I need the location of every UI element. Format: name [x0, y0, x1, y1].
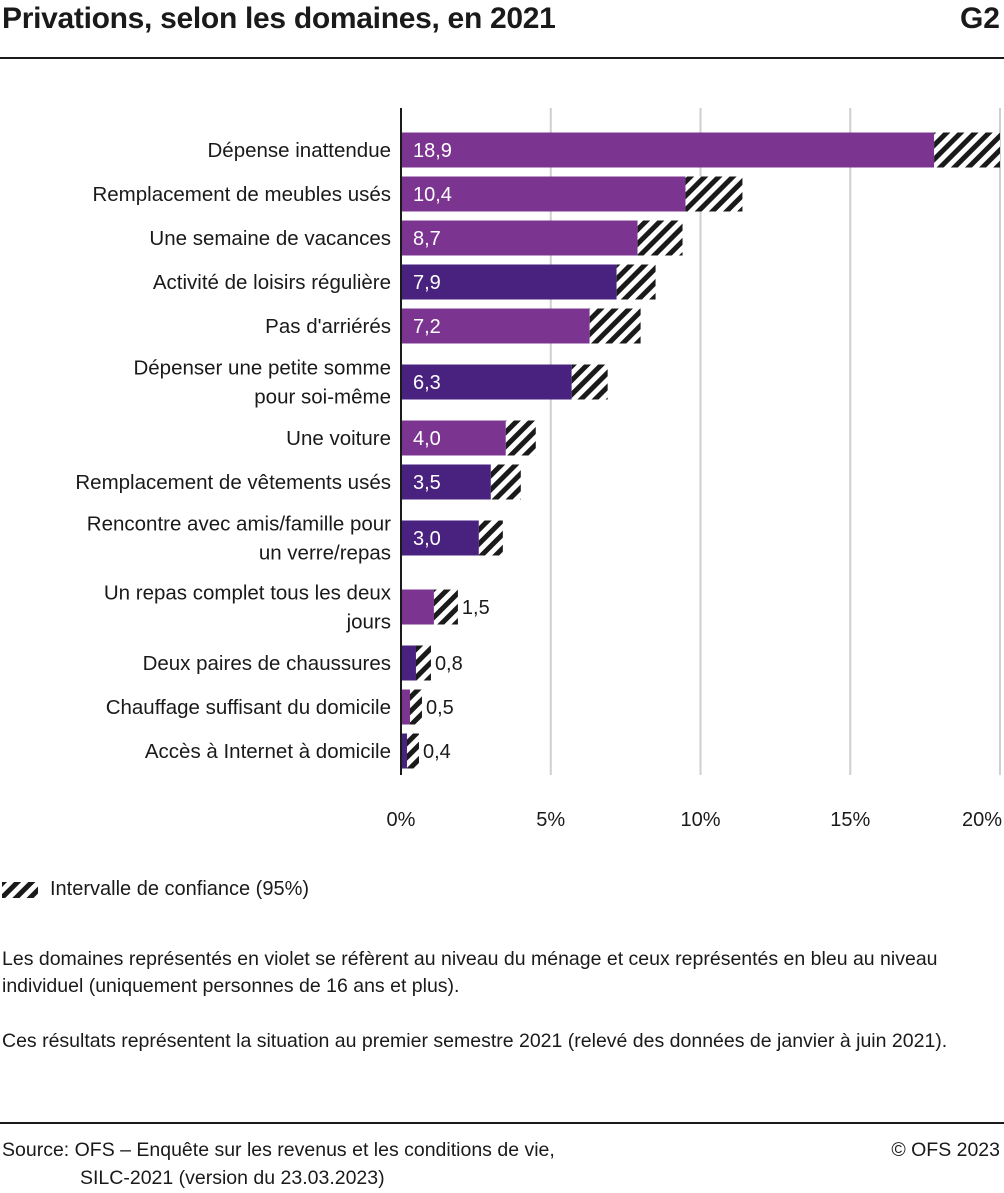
category-label: Chauffage suffisant du domicile [106, 696, 391, 719]
category-label: Remplacement de vêtements usés [75, 471, 391, 494]
category-label: Une semaine de vacances [149, 227, 391, 250]
category-label: Accès à Internet à domicile [145, 740, 391, 763]
value-label: 4,0 [413, 428, 441, 450]
chart-code: G2 [959, 2, 1000, 35]
bar-chart: 18,9 10,4 8,7 7,9 7,2 6,3 4,0 3,5 3,0 1,5 0,8 0,5 0,… [75, 108, 1002, 831]
bar [402, 589, 434, 625]
x-tick-label: 20% [962, 809, 1002, 831]
category-label: jours [346, 611, 391, 634]
bar [402, 132, 935, 168]
category-label: Remplacement de meubles usés [92, 183, 391, 206]
note-colors: Les domaines représentés en violet se ré… [2, 948, 938, 997]
ci-hatch [637, 220, 683, 256]
category-label: Dépense inattendue [207, 139, 391, 162]
bar [402, 689, 410, 725]
value-label: 0,5 [426, 697, 454, 719]
ci-hatch [406, 733, 419, 769]
bar [402, 264, 617, 300]
ci-hatch [571, 364, 608, 400]
chart-title: Privations, selon les domaines, en 2021 [2, 2, 556, 35]
x-tick-label: 0% [387, 809, 416, 831]
value-label: 10,4 [413, 184, 452, 206]
bar [402, 645, 416, 681]
value-label: 0,8 [435, 653, 463, 675]
bar [402, 420, 506, 456]
category-labels: Dépense inattendue Remplacement de meuble… [75, 139, 391, 763]
value-label: 6,3 [413, 372, 441, 394]
legend-ci-label: Intervalle de confiance (95%) [50, 878, 310, 900]
value-label: 0,4 [423, 741, 451, 763]
ci-hatch [934, 132, 1000, 168]
x-tick-label: 10% [680, 809, 720, 831]
legend-hatch-swatch [2, 881, 38, 898]
ci-hatch [505, 420, 536, 456]
grid-lines [549, 108, 1001, 775]
value-label: 8,7 [413, 228, 441, 250]
category-label: Pas d'arriérés [265, 315, 391, 338]
bars: 18,9 10,4 8,7 7,9 7,2 6,3 4,0 3,5 3,0 1,5 0,8 0,5 0,… [402, 132, 1000, 769]
bar [402, 520, 479, 556]
category-label: Une voiture [286, 427, 391, 450]
bar [402, 176, 686, 212]
value-label: 18,9 [413, 140, 452, 162]
value-label: 7,2 [413, 316, 441, 338]
bottom-divider [0, 1122, 1004, 1124]
ci-hatch [478, 520, 503, 556]
category-label: Rencontre avec amis/famille pour [87, 513, 391, 536]
value-label: 1,5 [462, 597, 490, 619]
category-label: un verre/repas [259, 542, 391, 565]
note-period: Ces résultats représentent la situation … [2, 1030, 948, 1052]
x-tick-label: 15% [830, 809, 870, 831]
ci-hatch [433, 589, 458, 625]
ci-hatch [409, 689, 422, 725]
bar [402, 464, 491, 500]
bar [402, 733, 407, 769]
category-label: pour soi-même [254, 386, 391, 409]
bar [402, 308, 590, 344]
legend: Intervalle de confiance (95%) [2, 878, 309, 901]
ci-hatch [415, 645, 431, 681]
category-label: Activité de loisirs régulière [153, 271, 391, 294]
copyright: © OFS 2023 [891, 1139, 1000, 1161]
value-label: 7,9 [413, 272, 441, 294]
category-label: Dépenser une petite somme [133, 357, 391, 380]
top-divider [0, 57, 1004, 59]
source: Source: OFS – Enquête sur les revenus et… [2, 1136, 555, 1192]
bar [402, 364, 572, 400]
ci-hatch [616, 264, 656, 300]
source-line-2: SILC-2021 (version du 23.03.2023) [80, 1167, 385, 1189]
category-label: Deux paires de chaussures [143, 652, 391, 675]
ci-hatch [490, 464, 521, 500]
bar [402, 220, 638, 256]
ci-hatch [685, 176, 743, 212]
x-tick-label: 5% [536, 809, 565, 831]
ci-hatch [589, 308, 641, 344]
x-axis: 0% 5% 10% 15% 20% [387, 108, 1002, 831]
source-line-1: Source: OFS – Enquête sur les revenus et… [2, 1139, 555, 1161]
category-label: Un repas complet tous les deux [104, 582, 392, 605]
value-label: 3,5 [413, 472, 441, 494]
value-label: 3,0 [413, 528, 441, 550]
